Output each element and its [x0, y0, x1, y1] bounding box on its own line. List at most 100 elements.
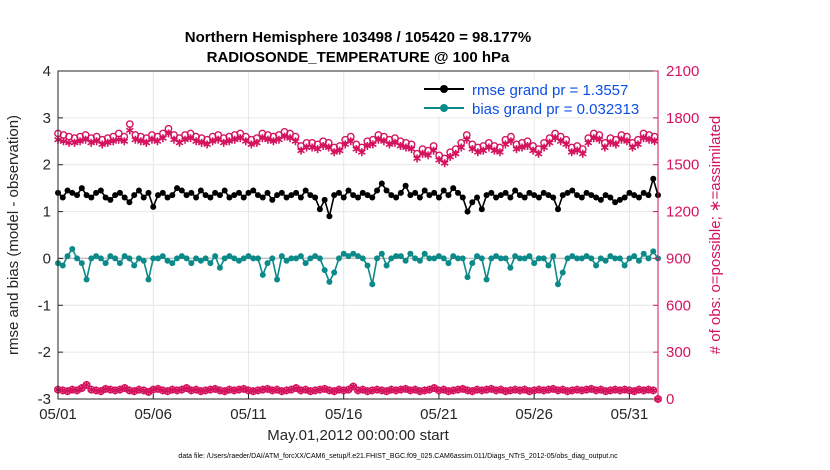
obs-assimilated-point	[208, 137, 217, 146]
obs-assimilated-point	[192, 385, 200, 394]
obs-assimilated-point	[98, 140, 107, 149]
y-tick-label-left: 1	[43, 204, 51, 221]
bias-point	[488, 255, 495, 262]
rmse-point	[607, 194, 614, 201]
rmse-point	[364, 192, 371, 199]
rmse-point	[531, 192, 538, 199]
bias-point	[340, 250, 347, 257]
rmse-point	[469, 199, 476, 206]
rmse-point	[459, 194, 466, 201]
x-tick-label: 05/11	[230, 406, 266, 423]
obs-assimilated-point	[211, 384, 220, 393]
rmse-point	[602, 192, 609, 199]
rmse-point	[174, 185, 181, 192]
rmse-point	[426, 192, 433, 199]
bias-point	[426, 255, 433, 262]
rmse-point	[74, 192, 81, 199]
obs-assimilated-point	[600, 143, 609, 152]
rmse-point	[569, 187, 576, 194]
bias-point	[331, 269, 338, 276]
rmse-point	[631, 192, 638, 199]
rmse-point	[88, 194, 95, 201]
bias-point	[121, 253, 128, 260]
rmse-point	[335, 189, 342, 196]
rmse-point	[359, 189, 366, 196]
rmse-point	[378, 180, 385, 187]
bias-point	[255, 255, 261, 262]
obs-assimilated-point	[139, 386, 148, 395]
obs-assimilated-point	[649, 386, 658, 395]
obs-assimilated-point	[264, 135, 272, 144]
rmse-point	[450, 185, 457, 192]
rmse-point	[526, 189, 533, 196]
obs-assimilated-point	[287, 385, 296, 394]
rmse-point	[616, 196, 623, 203]
bias-point	[455, 255, 461, 262]
rmse-point	[559, 192, 566, 199]
rmse-point	[197, 187, 204, 194]
rmse-point	[431, 189, 438, 196]
obs-assimilated-point	[596, 385, 605, 394]
obs-assimilated-point	[407, 145, 416, 154]
y-tick-label-left: 0	[43, 250, 51, 267]
bias-point	[297, 253, 304, 260]
obs-assimilated-point	[639, 134, 648, 143]
bias-point	[78, 260, 85, 267]
obs-assimilated-point	[623, 137, 631, 146]
bias-point	[535, 255, 542, 262]
obs-assimilated-point	[358, 385, 367, 394]
y-tick-label-right: 300	[666, 344, 691, 361]
rmse-point	[216, 192, 223, 199]
obs-assimilated-point	[418, 149, 427, 158]
rmse-point	[302, 187, 309, 194]
rmse-point	[440, 187, 447, 194]
bias-point	[164, 257, 171, 264]
x-tick-label: 05/01	[39, 406, 77, 423]
bias-point	[359, 255, 366, 262]
rmse-point	[493, 194, 500, 201]
bias-point	[416, 257, 423, 264]
bias-point	[288, 255, 295, 262]
obs-assimilated-point	[239, 384, 248, 393]
obs-assimilated-point	[411, 385, 420, 394]
obs-assimilated-point	[131, 135, 140, 144]
obs-assimilated-point	[429, 146, 438, 155]
bias-point	[321, 267, 328, 274]
bias-point	[316, 255, 323, 262]
bias-point	[174, 255, 181, 262]
bias-point	[650, 248, 657, 255]
bias-point	[216, 264, 223, 271]
rmse-point	[331, 192, 338, 199]
obs-assimilated-point	[114, 135, 123, 144]
y-axis-label-right: # of obs: o=possible; ∗=assimilated	[707, 116, 724, 355]
rmse-point	[407, 192, 414, 199]
obs-assimilated-point	[457, 143, 466, 152]
bias-point	[469, 260, 476, 267]
data-series-layer	[54, 120, 662, 403]
obs-assimilated-point	[512, 145, 521, 154]
obs-assimilated-point	[159, 134, 167, 143]
bias-point	[335, 255, 342, 262]
obs-assimilated-point	[520, 385, 529, 394]
rmse-point	[212, 189, 219, 196]
y-tick-label-right: 1500	[666, 157, 699, 174]
obs-assimilated-point	[70, 138, 79, 147]
rmse-point	[140, 194, 147, 201]
bias-point	[474, 253, 481, 260]
bias-point	[597, 255, 604, 262]
rmse-point	[131, 192, 138, 199]
rmse-point	[274, 192, 281, 199]
obs-assimilated-point	[82, 380, 91, 389]
obs-assimilated-point	[109, 137, 118, 146]
y-tick-label-left: -3	[38, 391, 51, 408]
rmse-point	[112, 192, 119, 199]
bias-point	[231, 255, 238, 262]
bias-point	[131, 262, 138, 269]
rmse-point	[588, 192, 595, 199]
obs-assimilated-point	[319, 141, 328, 150]
bias-point	[102, 260, 109, 267]
obs-assimilated-point	[87, 138, 96, 147]
x-axis-label: May.01,2012 00:00:00 start	[267, 427, 449, 444]
rmse-point	[83, 192, 90, 199]
